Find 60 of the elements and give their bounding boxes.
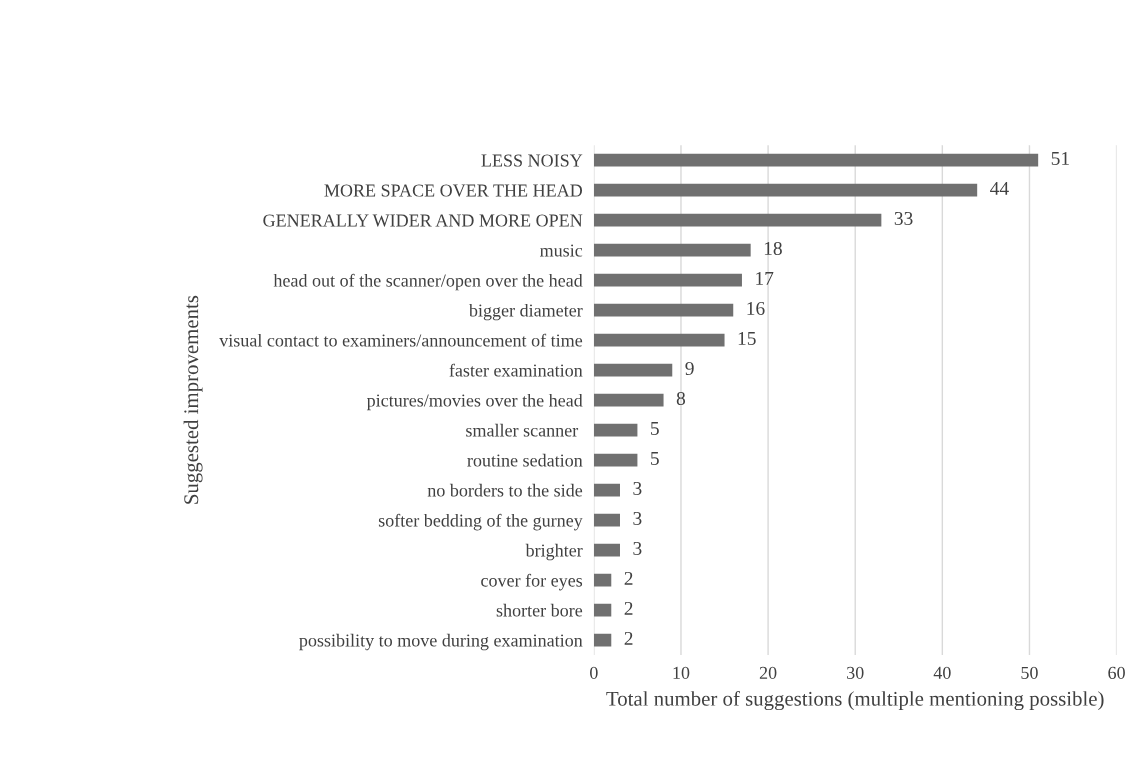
y-tick-label: LESS NOISY	[481, 154, 583, 167]
bar	[593, 453, 638, 467]
y-tick-label: pictures/movies over the head	[366, 393, 583, 411]
y-tick-label: brighter	[525, 543, 583, 561]
data-label: 51	[1051, 152, 1069, 166]
y-tick-label: music	[539, 244, 583, 257]
bar	[593, 543, 620, 557]
data-label: 9	[685, 361, 694, 376]
data-label: 2	[624, 631, 633, 645]
data-label: 17	[756, 271, 774, 285]
data-label: 5	[651, 452, 659, 465]
y-tick-label: MORE SPACE OVER THE HEAD	[324, 184, 583, 197]
y-tick-label: smaller scanner	[466, 423, 579, 437]
y-tick-label: routine sedation	[467, 453, 583, 467]
data-label: 3	[633, 541, 642, 555]
bar	[593, 513, 620, 527]
data-label: 33	[894, 211, 913, 226]
data-label: 44	[990, 182, 1009, 195]
bar	[593, 363, 673, 377]
data-label: 3	[633, 481, 642, 495]
y-tick-label: softer bedding of the gurney	[378, 513, 583, 531]
bar	[593, 183, 978, 197]
y-tick-label: cover for eyes	[481, 573, 583, 591]
bar	[593, 273, 742, 287]
data-label: 18	[764, 241, 782, 256]
x-tick-label: 0	[590, 666, 598, 679]
bar	[593, 153, 1039, 167]
data-label: 2	[624, 571, 633, 585]
data-label: 16	[747, 301, 765, 316]
data-label: 8	[676, 391, 686, 406]
bar	[593, 393, 664, 407]
data-label: 2	[624, 601, 633, 615]
bar	[593, 573, 612, 587]
x-tick-label: 60	[1108, 666, 1125, 679]
data-label: 3	[633, 511, 642, 525]
y-tick-label: shorter bore	[496, 603, 583, 617]
data-label: 15	[738, 331, 756, 346]
y-tick-label: no borders to the side	[427, 483, 583, 497]
x-axis-title: Total number of suggestions (multiple mentioning possible)	[606, 690, 1104, 711]
x-tick-label: 40	[933, 666, 951, 679]
y-tick-label: head out of the scanner/open over the head	[273, 273, 583, 291]
x-tick-label: 30	[847, 666, 864, 679]
y-tick-label: possibility to move during examination	[299, 633, 583, 651]
bar	[593, 213, 882, 227]
y-tick-label: bigger diameter	[468, 303, 583, 321]
bar	[593, 333, 725, 347]
bar	[593, 633, 612, 647]
x-tick-label: 20	[759, 666, 777, 679]
x-tick-label: 10	[673, 666, 690, 679]
data-label: 5	[651, 422, 659, 435]
bar	[593, 423, 638, 437]
bar	[593, 483, 620, 497]
bar	[593, 303, 734, 317]
y-tick-label: faster examination	[449, 363, 583, 377]
y-axis-title: Suggested improvements	[183, 295, 203, 504]
y-tick-label: GENERALLY WIDER AND MORE OPEN	[263, 214, 583, 227]
y-tick-label: visual contact to examiners/announcement of time	[219, 333, 583, 347]
x-tick-label: 50	[1021, 666, 1038, 679]
bar	[593, 603, 612, 617]
bar	[593, 243, 751, 257]
